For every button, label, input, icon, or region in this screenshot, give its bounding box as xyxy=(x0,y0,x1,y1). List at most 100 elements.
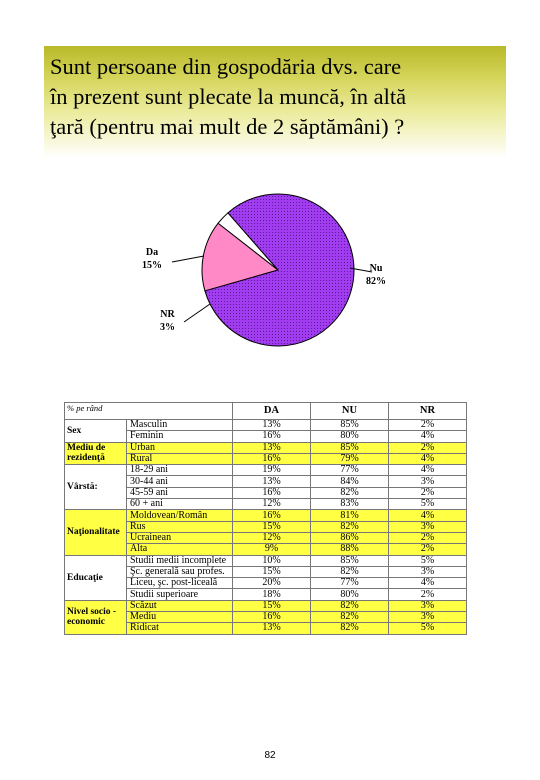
cell-da: 15% xyxy=(232,599,312,613)
table-row: Mediu de rezidenţă Urban 13% 85% 2% xyxy=(64,441,468,466)
results-table: % pe rând DA NU NR Sex Masculin 13% 85% 2% Fe… xyxy=(63,402,468,635)
cell-da: 13% xyxy=(232,622,312,635)
leader-da xyxy=(171,255,205,263)
row-label: 18-29 ani xyxy=(125,464,234,477)
pie-label-da: Da 15% xyxy=(142,246,162,272)
cell-nr: 2% xyxy=(388,441,468,454)
cell-da: 16% xyxy=(232,486,312,500)
cell-nr: 3% xyxy=(388,520,468,533)
row-label: 30-44 ani xyxy=(125,475,234,488)
table-header-row: % pe rând DA NU NR xyxy=(63,402,468,420)
row-label: Feminin xyxy=(125,430,234,443)
cell-nu: 77% xyxy=(310,464,390,477)
page-number: 82 xyxy=(264,750,276,761)
pie-label-nu-name: Nu xyxy=(369,263,383,274)
cell-da: 16% xyxy=(232,430,312,443)
cell-nu: 80% xyxy=(310,430,390,443)
cell-nu: 82% xyxy=(310,622,390,635)
cell-nr: 2% xyxy=(388,543,468,556)
table-row: Liceu, şc. post-liceală 20% 77% 4% xyxy=(65,577,468,590)
row-label: Scăzut xyxy=(125,599,234,613)
row-label: Studii medii incomplete xyxy=(125,554,234,567)
cell-da: 13% xyxy=(232,418,312,432)
cell-nu: 82% xyxy=(310,486,390,500)
group-label: Naţionalitate xyxy=(64,509,127,556)
cell-da: 20% xyxy=(232,577,312,590)
table-row: Rus 15% 82% 3% xyxy=(65,520,468,533)
cell-nu: 79% xyxy=(310,452,390,466)
cell-da: 9% xyxy=(232,543,312,556)
cell-nu: 82% xyxy=(310,599,390,613)
pie-label-nu-value: 82% xyxy=(366,276,386,287)
pie-label-da-name: Da xyxy=(145,247,159,258)
group-label: Vârstă: xyxy=(64,464,127,511)
table-row: Educaţie Studii medii incomplete 10% 85% 5% xyxy=(64,554,468,601)
group-label: Mediu de rezidenţă xyxy=(64,441,127,466)
cell-nu: 85% xyxy=(310,418,390,432)
row-label: 45-59 ani xyxy=(125,486,234,500)
title-line-2: în prezent sunt plecate la muncă, în alt… xyxy=(50,84,407,109)
cell-nr: 2% xyxy=(388,531,468,545)
cell-nr: 2% xyxy=(388,486,468,500)
title-line-1: Sunt persoane din gospodăria dvs. care xyxy=(50,54,402,79)
cell-da: 19% xyxy=(232,464,312,477)
row-label: Masculin xyxy=(125,418,234,432)
cell-nu: 86% xyxy=(310,531,390,545)
table-row: Ridicat 13% 82% 5% xyxy=(65,622,468,635)
cell-nr: 4% xyxy=(388,452,468,466)
row-label: Moldovean/Român xyxy=(125,509,234,522)
table-row: Rural 16% 79% 4% xyxy=(65,452,468,466)
pie-chart-svg xyxy=(171,193,373,347)
pie-slice-da xyxy=(201,222,280,292)
cell-nu: 80% xyxy=(310,588,390,601)
cell-nu: 77% xyxy=(310,577,390,590)
page-title: Sunt persoane din gospodăria dvs. care î… xyxy=(50,52,406,142)
cell-da: 15% xyxy=(232,520,312,533)
row-label: Mediu xyxy=(125,611,234,624)
table-body: Sex Masculin 13% 85% 2% Feminin 16% 80% 4% Mediu … xyxy=(64,418,468,635)
row-label: Studii superioare xyxy=(125,588,234,601)
table-row: Naţionalitate Moldovean/Român 16% 81% 4% xyxy=(64,509,468,556)
cell-da: 13% xyxy=(232,441,312,454)
row-label: Rural xyxy=(125,452,234,466)
cell-nr: 4% xyxy=(388,509,468,522)
row-label: Şc. generală sau profes. xyxy=(125,565,234,579)
cell-da: 18% xyxy=(232,588,312,601)
cell-nu: 82% xyxy=(310,520,390,533)
cell-nr: 3% xyxy=(388,611,468,624)
row-label: Ucrainean xyxy=(125,531,234,545)
cell-nu: 83% xyxy=(310,498,390,511)
title-line-3: ţară (pentru mai mult de 2 săptămâni) ? xyxy=(50,114,405,139)
cell-nr: 4% xyxy=(388,577,468,590)
cell-nr: 3% xyxy=(388,475,468,488)
table-row: Mediu 16% 82% 3% xyxy=(65,611,468,624)
row-label: 60 + ani xyxy=(125,498,234,511)
cell-nu: 81% xyxy=(310,509,390,522)
row-label: Liceu, şc. post-liceală xyxy=(125,577,234,590)
cell-nr: 5% xyxy=(388,554,468,567)
table-corner-note: % pe rând xyxy=(63,402,234,420)
cell-nr: 5% xyxy=(388,622,468,635)
cell-da: 12% xyxy=(232,531,312,545)
header-nr: NR xyxy=(388,402,468,420)
cell-da: 10% xyxy=(232,554,312,567)
cell-nu: 88% xyxy=(310,543,390,556)
group-label: Sex xyxy=(64,419,127,443)
pie-chart: Da 15% Nu 82% NR 3% xyxy=(130,180,430,360)
pie-label-da-value: 15% xyxy=(142,260,162,271)
header-da: DA xyxy=(232,402,312,420)
cell-da: 15% xyxy=(232,565,312,579)
row-label: Alta xyxy=(125,543,234,556)
cell-da: 13% xyxy=(232,475,312,488)
cell-nr: 2% xyxy=(388,418,468,432)
pie-label-nr-name: NR xyxy=(160,309,175,320)
table-row: Vârstă: 18-29 ani 19% 77% 4% xyxy=(64,464,468,511)
leader-nu xyxy=(349,267,373,273)
cell-nu: 82% xyxy=(310,611,390,624)
table-row: 60 + ani 12% 83% 5% xyxy=(65,498,468,511)
cell-nr: 5% xyxy=(388,498,468,511)
results-table-wrap: % pe rând DA NU NR Sex Masculin 13% 85% 2% Fe… xyxy=(63,402,468,660)
cell-da: 16% xyxy=(232,452,312,466)
table-row: 45-59 ani 16% 82% 2% xyxy=(65,486,468,500)
row-label: Ridicat xyxy=(125,622,234,635)
